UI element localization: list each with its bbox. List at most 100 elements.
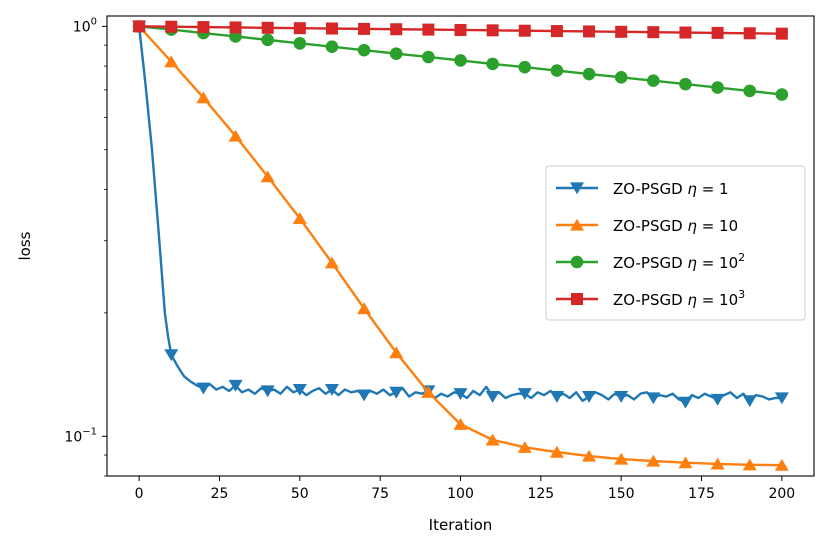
series-2 bbox=[132, 20, 789, 471]
series-1-marker bbox=[710, 393, 725, 406]
legend-item: ZO-PSGD η = 103 bbox=[556, 288, 745, 309]
legend-item: ZO-PSGD η = 10 bbox=[556, 217, 738, 235]
series-2-marker bbox=[164, 55, 179, 68]
x-tick-label: 100 bbox=[447, 486, 474, 502]
legend-label: ZO-PSGD η = 103 bbox=[613, 288, 745, 309]
series-4-marker bbox=[165, 20, 178, 33]
series-1-marker bbox=[614, 390, 629, 403]
series-2-marker bbox=[678, 456, 693, 469]
x-tick-label: 50 bbox=[291, 486, 309, 502]
series-4-marker bbox=[229, 21, 242, 34]
series-4-marker bbox=[518, 24, 531, 37]
series-2-marker bbox=[357, 302, 372, 315]
series-4-marker bbox=[615, 25, 628, 38]
series-4-marker bbox=[550, 25, 563, 38]
series-1-marker bbox=[324, 383, 339, 396]
series-3-marker bbox=[711, 81, 724, 94]
series-4-marker bbox=[711, 26, 724, 39]
x-tick-label: 75 bbox=[371, 486, 389, 502]
series-3-marker bbox=[550, 64, 564, 77]
series-1-marker bbox=[164, 349, 179, 362]
series-4-marker bbox=[325, 22, 338, 35]
series-4-marker bbox=[486, 24, 499, 37]
series-4-marker bbox=[358, 22, 371, 35]
series-2-marker bbox=[710, 457, 725, 470]
legend-marker bbox=[570, 218, 584, 231]
series-2-marker bbox=[196, 91, 211, 104]
series-1-marker bbox=[549, 390, 564, 403]
series-4-marker bbox=[422, 23, 435, 36]
series-2-marker bbox=[742, 458, 757, 471]
series-layer bbox=[132, 20, 789, 471]
series-1-marker bbox=[582, 390, 597, 403]
series-3-marker bbox=[389, 47, 403, 60]
series-4-marker bbox=[261, 21, 274, 34]
series-1-marker bbox=[742, 395, 757, 408]
series-1-marker bbox=[453, 388, 468, 401]
series-2-marker bbox=[453, 417, 468, 430]
series-4-marker bbox=[583, 25, 596, 38]
y-axis-ticks: 100 10−1 bbox=[64, 16, 107, 477]
legend-marker bbox=[570, 255, 584, 269]
series-4-marker bbox=[679, 26, 692, 39]
series-2-marker bbox=[517, 440, 532, 453]
y-tick-label: 100 bbox=[73, 16, 97, 35]
series-3-marker bbox=[486, 57, 499, 71]
series-3-marker bbox=[518, 60, 532, 74]
x-tick-label: 0 bbox=[135, 486, 144, 502]
series-4-marker bbox=[293, 22, 306, 35]
x-axis-label: Iteration bbox=[429, 516, 493, 534]
series-3-marker bbox=[679, 77, 692, 91]
series-2-marker bbox=[324, 256, 339, 269]
x-tick-label: 200 bbox=[768, 486, 795, 502]
series-3-marker bbox=[357, 43, 371, 57]
series-1-marker bbox=[260, 385, 275, 398]
series-1-marker bbox=[646, 392, 661, 405]
legend-label: ZO-PSGD η = 102 bbox=[613, 251, 745, 272]
series-1-marker bbox=[292, 383, 307, 396]
x-tick-label: 125 bbox=[527, 486, 554, 502]
series-1-marker bbox=[196, 382, 211, 395]
x-tick-label: 175 bbox=[688, 486, 715, 502]
series-3-marker bbox=[743, 84, 757, 98]
series-4 bbox=[133, 20, 788, 40]
series-3-marker bbox=[454, 54, 467, 67]
series-3-marker bbox=[647, 74, 660, 87]
series-3-marker bbox=[293, 37, 307, 50]
legend-item: ZO-PSGD η = 1 bbox=[556, 180, 729, 198]
series-3-marker bbox=[775, 88, 789, 101]
legend-marker bbox=[570, 182, 584, 195]
series-4-marker bbox=[197, 21, 210, 34]
series-2-marker bbox=[485, 433, 500, 446]
series-2-marker bbox=[228, 129, 243, 142]
series-4-marker bbox=[133, 20, 146, 33]
series-1-marker bbox=[485, 390, 500, 403]
x-tick-label: 25 bbox=[211, 486, 229, 502]
series-2-marker bbox=[260, 170, 275, 183]
series-1-marker bbox=[517, 388, 532, 401]
series-2-marker bbox=[646, 454, 661, 467]
series-2-marker bbox=[421, 386, 436, 398]
series-3-marker bbox=[614, 71, 628, 84]
series-3-marker bbox=[422, 50, 435, 64]
series-4-marker bbox=[647, 26, 660, 39]
series-3-marker bbox=[261, 33, 274, 47]
x-tick-label: 150 bbox=[608, 486, 635, 502]
legend-label: ZO-PSGD η = 10 bbox=[613, 217, 738, 235]
series-4-marker bbox=[775, 27, 788, 40]
series-1-marker bbox=[678, 396, 693, 409]
series-2-marker bbox=[614, 452, 629, 465]
series-2-marker bbox=[582, 449, 597, 462]
series-2-marker bbox=[389, 346, 404, 359]
series-1-marker bbox=[357, 389, 372, 402]
series-3-marker bbox=[582, 67, 596, 81]
series-2-marker bbox=[774, 458, 789, 471]
series-4-marker bbox=[743, 27, 756, 40]
y-axis-label: loss bbox=[16, 231, 34, 260]
series-4-marker bbox=[390, 23, 403, 36]
series-4-marker bbox=[454, 23, 467, 36]
series-1-marker bbox=[389, 386, 404, 399]
legend: ZO-PSGD η = 1 ZO-PSGD η = 10 ZO-PSGD η = 1… bbox=[545, 165, 806, 321]
series-3-marker bbox=[325, 40, 339, 54]
